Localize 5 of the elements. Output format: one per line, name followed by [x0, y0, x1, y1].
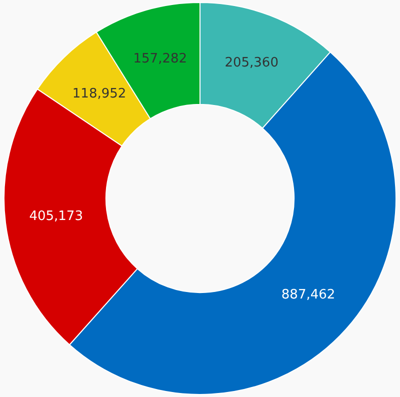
data-label: 157,282 [133, 51, 188, 66]
data-label: 405,173 [29, 208, 83, 224]
data-label: 118,952 [72, 86, 126, 102]
data-label: 205,360 [224, 55, 278, 70]
data-label: 887,462 [281, 287, 336, 302]
